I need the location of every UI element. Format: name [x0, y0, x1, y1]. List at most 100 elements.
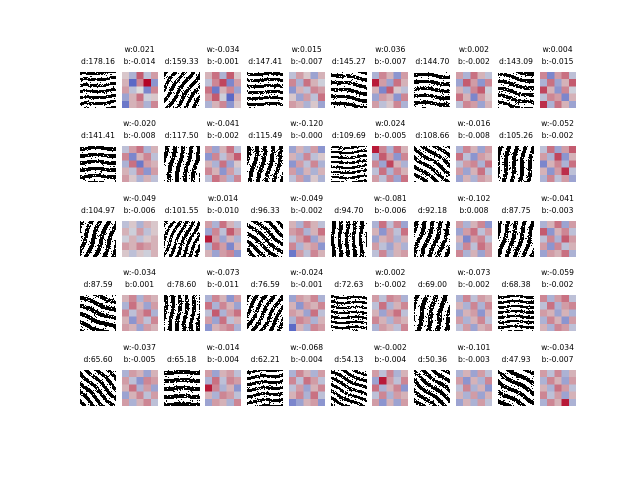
- kernel-cell: [539, 302, 547, 310]
- kernel-cell: [135, 220, 144, 229]
- kernel-cell: [121, 309, 129, 317]
- kernel-cell: [317, 220, 325, 229]
- kernel-cell: [143, 93, 151, 101]
- kernel-cell: [455, 323, 464, 332]
- kernel-cell: [546, 175, 555, 183]
- kernel-cell: [150, 153, 158, 161]
- kernel-cell: [379, 100, 387, 108]
- kernel-weight-label: w:-0.059: [541, 268, 574, 278]
- kernel-cell: [150, 249, 158, 257]
- kernel-cell: [539, 100, 547, 108]
- kernel-cell: [401, 309, 409, 317]
- kernel-weight-label: w:0.002: [458, 45, 489, 54]
- kernel-cell: [393, 249, 402, 257]
- kernel-cell: [317, 86, 325, 94]
- kernel-heatmap: [121, 369, 158, 406]
- kernel-cell: [121, 220, 129, 229]
- kernel-cell: [477, 235, 485, 243]
- stripe-distance-label: d:101.55: [164, 205, 199, 215]
- kernel-cell: [372, 242, 380, 250]
- kernel-cell: [401, 93, 409, 101]
- kernel-cell: [561, 249, 569, 257]
- kernel-cell: [455, 391, 464, 399]
- kernel-cell: [121, 72, 129, 80]
- kernel-cell: [539, 235, 547, 243]
- kernel-cell: [455, 146, 464, 154]
- kernel-cell: [121, 383, 129, 392]
- kernel-cell: [539, 249, 547, 257]
- kernel-bias-label: b:-0.001: [290, 280, 323, 290]
- kernel-cell: [484, 167, 492, 176]
- kernel-cell: [546, 100, 555, 108]
- kernel-cell: [553, 160, 562, 169]
- kernel-weight-label: w:-0.034: [206, 45, 240, 54]
- kernel-cell: [470, 309, 478, 317]
- kernel-cell: [135, 302, 144, 310]
- kernel-cell: [121, 153, 129, 161]
- kernel-cell: [295, 391, 304, 399]
- kernel-cell: [561, 220, 569, 229]
- kernel-cell: [568, 398, 576, 406]
- stripe-distance-label: d:117.50: [164, 131, 199, 141]
- kernel-cell: [455, 242, 464, 250]
- kernel-cell: [310, 242, 318, 250]
- kernel-cell: [150, 220, 158, 229]
- kernel-cell: [393, 369, 402, 377]
- kernel-cell: [303, 93, 311, 101]
- kernel-cell: [295, 323, 304, 332]
- kernel-cell: [303, 309, 311, 317]
- kernel-cell: [233, 167, 242, 176]
- kernel-cell: [295, 79, 304, 87]
- kernel-cell: [477, 227, 485, 236]
- kernel-cell: [546, 235, 555, 243]
- kernel-cell: [121, 227, 129, 236]
- kernel-cell: [317, 153, 325, 161]
- stripe-pattern-image: [80, 146, 116, 183]
- kernel-cell: [386, 100, 395, 108]
- kernel-cell: [539, 242, 547, 250]
- kernel-cell: [539, 93, 547, 101]
- kernel-cell: [379, 302, 387, 310]
- kernel-cell: [205, 146, 213, 154]
- kernel-cell: [568, 153, 576, 161]
- stripe-pattern-image: [80, 220, 116, 257]
- kernel-cell: [212, 160, 220, 169]
- kernel-weight-label: w:-0.037: [123, 342, 156, 352]
- kernel-cell: [233, 391, 242, 399]
- kernel-cell: [128, 391, 137, 399]
- stripe-pattern-image: [80, 295, 116, 332]
- kernel-cell: [455, 316, 464, 325]
- kernel-cell: [393, 93, 402, 101]
- kernel-cell: [568, 369, 576, 377]
- kernel-cell: [212, 383, 220, 392]
- kernel-cell: [484, 316, 492, 325]
- kernel-cell: [546, 309, 555, 317]
- kernel-cell: [288, 220, 297, 229]
- kernel-cell: [212, 167, 220, 176]
- kernel-cell: [379, 93, 387, 101]
- kernel-cell: [372, 369, 380, 377]
- kernel-cell: [477, 160, 485, 169]
- kernel-heatmap: [205, 369, 242, 406]
- kernel-cell: [372, 100, 380, 108]
- kernel-cell: [546, 323, 555, 332]
- kernel-cell: [212, 323, 220, 332]
- kernel-cell: [233, 153, 242, 161]
- kernel-cell: [150, 398, 158, 406]
- kernel-cell: [401, 391, 409, 399]
- kernel-cell: [477, 175, 485, 183]
- stripe-pattern-image: [414, 146, 451, 183]
- kernel-cell: [561, 323, 569, 332]
- kernel-weight-label: w:0.015: [291, 45, 322, 54]
- kernel-cell: [303, 323, 311, 332]
- kernel-cell: [539, 295, 547, 303]
- kernel-heatmap: [372, 220, 409, 257]
- kernel-cell: [401, 235, 409, 243]
- kernel-cell: [310, 235, 318, 243]
- kernel-cell: [463, 93, 471, 101]
- kernel-cell: [128, 72, 137, 80]
- kernel-cell: [303, 391, 311, 399]
- stripe-distance-label: d:62.21: [250, 354, 280, 364]
- kernel-cell: [470, 227, 478, 236]
- kernel-cell: [470, 167, 478, 176]
